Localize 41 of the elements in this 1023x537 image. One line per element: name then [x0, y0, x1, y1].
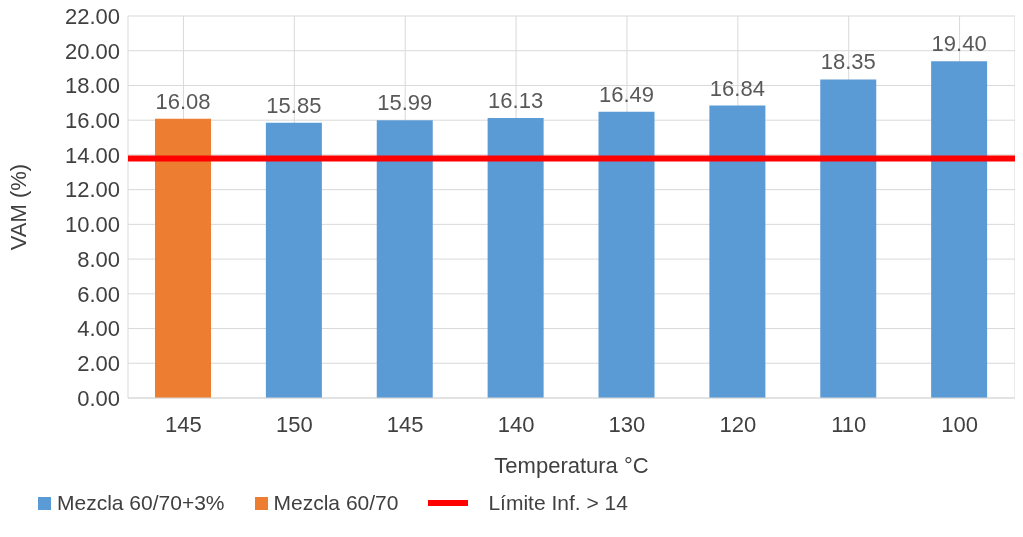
bar — [709, 105, 766, 398]
y-tick-label: 20.00 — [64, 38, 120, 64]
y-tick-label: 16.00 — [64, 107, 120, 133]
x-tick-label: 130 — [608, 411, 646, 437]
x-tick-label: 110 — [831, 411, 867, 437]
x-tick-label: 145 — [165, 411, 202, 437]
x-axis-title: Temperatura °C — [494, 453, 649, 478]
bar — [265, 122, 322, 398]
y-tick-label: 10.00 — [64, 212, 120, 238]
x-tick-label: 140 — [497, 411, 535, 437]
bar — [598, 111, 655, 398]
data-label: 16.49 — [598, 81, 655, 107]
data-label: 16.84 — [709, 75, 765, 101]
y-tick-label: 0.00 — [77, 385, 120, 411]
y-tick-label: 14.00 — [64, 142, 120, 168]
x-tick-label: 100 — [941, 411, 978, 437]
legend-label: Mezcla 60/70 — [273, 491, 399, 515]
data-label: 16.08 — [155, 88, 211, 114]
y-tick-label: 22.00 — [64, 3, 120, 29]
bar — [487, 117, 544, 398]
data-label: 15.99 — [377, 90, 433, 116]
legend-label: Mezcla 60/70+3% — [57, 491, 225, 515]
y-tick-label: 12.00 — [64, 177, 120, 203]
bar — [376, 120, 433, 398]
data-label: 19.40 — [931, 31, 987, 57]
bar — [820, 79, 877, 398]
bar — [931, 61, 988, 398]
data-label: 15.85 — [266, 92, 322, 118]
y-tick-label: 8.00 — [77, 246, 120, 272]
x-tick-label: 145 — [386, 411, 424, 437]
data-label: 16.13 — [488, 87, 544, 113]
y-tick-label: 6.00 — [77, 281, 120, 307]
y-tick-label: 2.00 — [77, 351, 120, 377]
y-tick-label: 18.00 — [64, 73, 120, 99]
y-tick-label: 4.00 — [77, 316, 120, 342]
bar — [155, 118, 211, 398]
data-label: 18.35 — [820, 49, 876, 75]
x-tick-label: 120 — [719, 411, 757, 437]
x-tick-label: 150 — [275, 411, 313, 437]
legend-label: Límite Inf. > 14 — [488, 491, 628, 515]
y-axis-title: VAM (%) — [5, 163, 31, 251]
